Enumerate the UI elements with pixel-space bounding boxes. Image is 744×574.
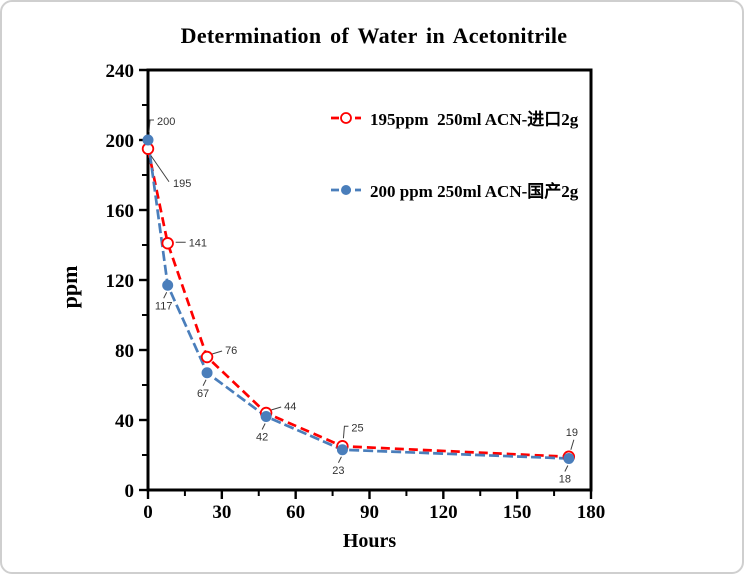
data-point-label: 200 xyxy=(157,116,175,128)
data-point-label: 23 xyxy=(332,465,344,477)
data-point-marker-open xyxy=(200,350,214,364)
data-point-label: 117 xyxy=(155,300,173,312)
data-label-leader-line xyxy=(202,379,207,386)
y-tick-label: 240 xyxy=(106,61,135,82)
series-line-0 xyxy=(146,148,569,459)
data-label-leader-line xyxy=(150,155,170,183)
legend-circle xyxy=(340,111,352,124)
legend-label-domestic: 200 ppm 250ml ACN-国产2g xyxy=(370,182,579,201)
x-tick-label: 30 xyxy=(212,502,231,523)
y-tick-label: 80 xyxy=(115,341,134,362)
data-point-marker-filled xyxy=(162,279,174,291)
data-point-marker-filled xyxy=(142,134,154,146)
legend-entry-domestic: 200 ppm 250ml ACN-国产2g xyxy=(330,177,578,202)
data-point-label: 19 xyxy=(566,427,578,439)
data-point-label: 141 xyxy=(189,237,207,249)
data-label-leader-line xyxy=(342,425,349,439)
data-point-marker-filled xyxy=(201,367,213,379)
data-label-leader-line xyxy=(337,456,342,463)
data-label-leader-line xyxy=(211,350,223,355)
data-point-marker-filled xyxy=(563,453,575,464)
data-point-label: 18 xyxy=(559,474,571,486)
plot-frame xyxy=(146,68,593,492)
x-tick-label: 120 xyxy=(429,502,458,523)
data-point-label: 42 xyxy=(256,432,268,444)
data-point-label: 195 xyxy=(173,178,191,190)
data-label-leader-line xyxy=(148,119,154,133)
legend-label-imported: 195ppm 250ml ACN-进口2g xyxy=(370,110,579,129)
x-axis-title: Hours xyxy=(342,530,397,552)
data-point-marker-filled xyxy=(336,444,348,456)
y-tick-label: 200 xyxy=(106,131,135,152)
data-point-label: 67 xyxy=(197,388,209,400)
data-point-marker-filled xyxy=(260,411,272,422)
series-line-1 xyxy=(146,139,569,460)
data-label-leader-line xyxy=(163,292,168,299)
data-label-leader-line xyxy=(261,423,266,430)
data-label-leader-line xyxy=(270,406,282,411)
legend-circle xyxy=(341,184,351,195)
data-point-marker-open xyxy=(161,237,174,250)
y-tick-label: 160 xyxy=(106,201,135,222)
x-tick-label: 180 xyxy=(577,502,606,523)
data-point-label: 44 xyxy=(284,401,296,413)
y-tick-label: 0 xyxy=(125,481,135,502)
x-tick-label: 90 xyxy=(360,502,379,523)
y-tick-label: 40 xyxy=(115,411,134,432)
data-label-leader-line xyxy=(564,465,569,472)
data-point-label: 76 xyxy=(225,345,237,357)
legend-marker-red-dashed-open-circle-icon xyxy=(331,111,361,124)
legend-entry-imported: 195ppm 250ml ACN-进口2g xyxy=(330,105,578,130)
x-tick-label: 60 xyxy=(286,502,305,523)
data-point-label: 25 xyxy=(351,422,363,434)
x-tick-label: 150 xyxy=(503,502,532,523)
chart-title: Determination of Water in Acetonitrile xyxy=(180,23,568,48)
y-tick-label: 120 xyxy=(106,271,135,292)
x-tick-label: 0 xyxy=(143,502,153,523)
data-label-leader-line xyxy=(570,439,575,450)
legend-marker-blue-dashed-filled-circle-icon xyxy=(331,184,361,195)
